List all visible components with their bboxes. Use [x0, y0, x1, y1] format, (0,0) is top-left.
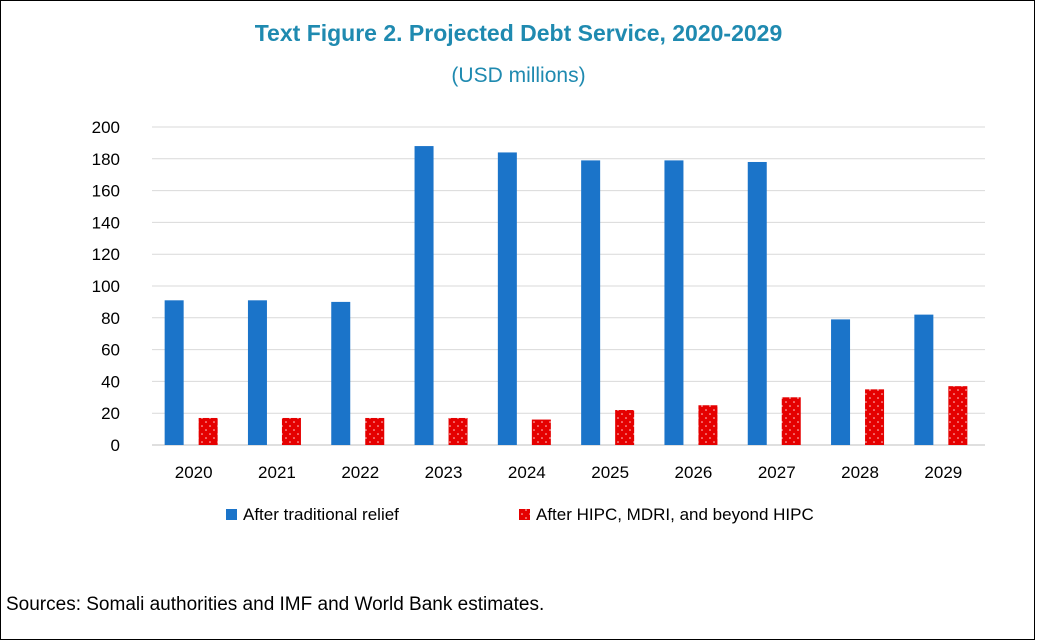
legend-swatch-blue: [226, 509, 237, 520]
bar-after-traditional-relief: [581, 160, 601, 445]
legend: After traditional relief After HIPC, MDRI…: [226, 505, 814, 524]
x-tick-label: 2023: [425, 463, 463, 482]
x-tick-label: 2022: [341, 463, 379, 482]
bar-after-hipc-mdri: [865, 389, 885, 445]
x-tick-label: 2027: [758, 463, 796, 482]
bar-after-hipc-mdri: [781, 397, 801, 445]
bar-after-hipc-mdri: [948, 386, 968, 445]
bar-after-traditional-relief: [664, 160, 684, 445]
bar-after-hipc-mdri: [281, 417, 301, 445]
legend-swatch-red: [519, 509, 530, 520]
source-note: Sources: Somali authorities and IMF and …: [6, 594, 545, 615]
x-axis: 2020 2021 2022 2023 2024 2025 2026 2027 2028 2029: [175, 463, 963, 482]
bar-after-traditional-relief: [831, 319, 851, 445]
y-tick-label: 40: [101, 372, 120, 391]
bar-after-hipc-mdri: [198, 417, 218, 445]
bar-after-traditional-relief: [331, 301, 351, 445]
y-tick-label: 160: [92, 182, 120, 201]
bar-after-traditional-relief: [914, 314, 934, 445]
bar-after-hipc-mdri: [698, 405, 718, 445]
gridlines: [152, 126, 985, 446]
bars: [164, 146, 968, 446]
y-tick-label: 60: [101, 341, 120, 360]
chart-subtitle: (USD millions): [451, 64, 586, 87]
y-tick-label: 80: [101, 309, 120, 328]
bar-after-traditional-relief: [497, 152, 517, 445]
x-tick-label: 2026: [675, 463, 713, 482]
legend-label: After traditional relief: [243, 505, 399, 524]
y-tick-label: 200: [92, 118, 120, 137]
bar-after-hipc-mdri: [615, 410, 635, 445]
bar-after-hipc-mdri: [365, 417, 385, 445]
x-tick-label: 2021: [258, 463, 296, 482]
x-tick-label: 2029: [924, 463, 962, 482]
x-tick-label: 2028: [841, 463, 879, 482]
y-tick-label: 120: [92, 245, 120, 264]
x-tick-label: 2024: [508, 463, 546, 482]
x-tick-label: 2025: [591, 463, 629, 482]
bar-after-traditional-relief: [747, 161, 767, 446]
bar-after-traditional-relief: [247, 300, 267, 445]
chart-title: Text Figure 2. Projected Debt Service, 2…: [254, 20, 783, 46]
y-tick-label: 180: [92, 150, 120, 169]
bar-after-traditional-relief: [164, 300, 184, 445]
y-axis: 0 20 40 60 80 100 120 140 160 180 200: [92, 118, 120, 455]
y-tick-label: 20: [101, 404, 120, 423]
y-tick-label: 100: [92, 277, 120, 296]
bar-after-hipc-mdri: [531, 419, 551, 445]
y-tick-label: 140: [92, 213, 120, 232]
x-tick-label: 2020: [175, 463, 213, 482]
bar-after-traditional-relief: [414, 146, 434, 445]
bar-after-hipc-mdri: [448, 417, 468, 445]
bar-chart: 0 20 40 60 80 100 120 140 160 180 200 2020 2021 2022…: [92, 118, 985, 524]
y-tick-label: 0: [111, 436, 120, 455]
legend-label: After HIPC, MDRI, and beyond HIPC: [536, 505, 814, 524]
